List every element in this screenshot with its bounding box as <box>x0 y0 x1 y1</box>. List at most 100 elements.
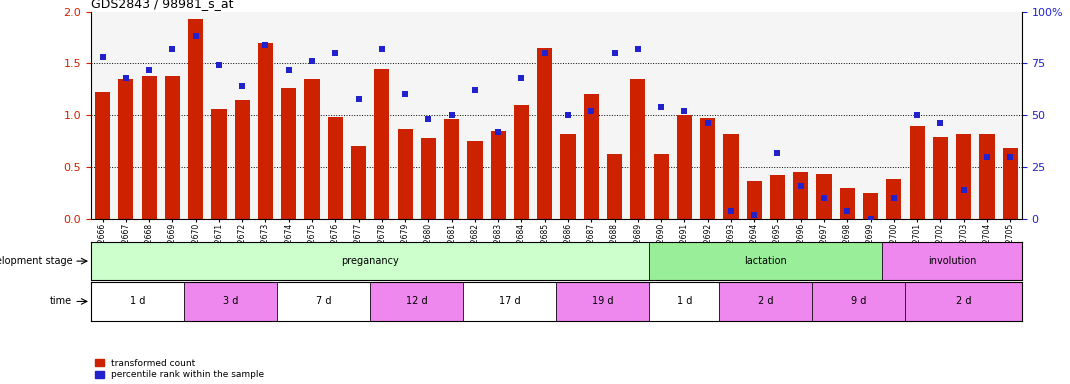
Text: 1 d: 1 d <box>129 296 146 306</box>
Point <box>653 104 670 110</box>
Point <box>373 46 391 52</box>
Point <box>187 33 204 40</box>
Bar <box>747 180 762 219</box>
Bar <box>677 115 692 219</box>
Bar <box>165 76 180 219</box>
Text: 12 d: 12 d <box>406 296 428 306</box>
Text: GDS2843 / 98981_s_at: GDS2843 / 98981_s_at <box>91 0 233 10</box>
Point <box>792 183 809 189</box>
Point <box>606 50 623 56</box>
Bar <box>188 19 203 219</box>
Point <box>350 96 367 102</box>
Text: 2 d: 2 d <box>759 296 774 306</box>
Bar <box>700 118 715 219</box>
Point <box>885 195 902 201</box>
Point <box>978 154 995 160</box>
Point <box>676 108 693 114</box>
Point <box>908 112 926 118</box>
Bar <box>723 134 738 219</box>
Bar <box>444 119 459 219</box>
Point <box>211 62 228 68</box>
Point <box>699 121 716 127</box>
Bar <box>649 242 882 280</box>
Point <box>815 195 832 201</box>
Point <box>233 83 250 89</box>
Point <box>140 66 157 73</box>
Bar <box>654 154 669 219</box>
Bar <box>141 76 156 219</box>
Bar <box>719 282 812 321</box>
Point <box>467 87 484 93</box>
Point <box>560 112 577 118</box>
Bar <box>584 94 599 219</box>
Point <box>583 108 600 114</box>
Bar <box>840 188 855 219</box>
Point <box>326 50 343 56</box>
Point <box>94 54 111 60</box>
Text: 7 d: 7 d <box>316 296 332 306</box>
Bar <box>234 100 249 219</box>
Bar <box>979 134 994 219</box>
Text: time: time <box>50 296 73 306</box>
Point <box>304 58 321 65</box>
Text: 1 d: 1 d <box>676 296 692 306</box>
Text: 9 d: 9 d <box>852 296 867 306</box>
Bar <box>1003 148 1018 219</box>
Bar <box>905 282 1022 321</box>
Text: lactation: lactation <box>745 256 788 266</box>
Point <box>164 46 181 52</box>
Bar <box>327 117 342 219</box>
Text: 3 d: 3 d <box>223 296 239 306</box>
Bar <box>119 79 134 219</box>
Point <box>1002 154 1019 160</box>
Bar <box>630 79 645 219</box>
Point <box>397 91 414 98</box>
Bar <box>886 179 901 219</box>
Point <box>862 216 880 222</box>
Bar <box>793 172 808 219</box>
Text: involution: involution <box>928 256 976 266</box>
Bar <box>863 193 878 219</box>
Bar <box>957 134 972 219</box>
Bar <box>463 282 556 321</box>
Bar <box>277 282 370 321</box>
Bar <box>537 48 552 219</box>
Legend: transformed count, percentile rank within the sample: transformed count, percentile rank withi… <box>95 359 264 379</box>
Bar <box>184 282 277 321</box>
Point <box>443 112 460 118</box>
Text: development stage: development stage <box>0 256 73 266</box>
Point <box>746 212 763 218</box>
Text: preganancy: preganancy <box>341 256 399 266</box>
Bar <box>421 138 435 219</box>
Point <box>722 207 739 214</box>
Bar <box>398 129 413 219</box>
Bar <box>374 68 389 219</box>
Bar <box>816 174 831 219</box>
Point <box>118 75 135 81</box>
Point <box>280 66 297 73</box>
Bar <box>561 134 576 219</box>
Point <box>419 116 437 122</box>
Point <box>932 121 949 127</box>
Bar <box>95 93 110 219</box>
Bar <box>281 88 296 219</box>
Bar <box>305 79 320 219</box>
Text: 19 d: 19 d <box>592 296 614 306</box>
Bar <box>91 242 649 280</box>
Bar <box>556 282 649 321</box>
Point <box>257 41 274 48</box>
Point <box>629 46 646 52</box>
Bar <box>370 282 463 321</box>
Bar <box>514 105 529 219</box>
Bar <box>212 109 227 219</box>
Point <box>490 129 507 135</box>
Point <box>769 149 786 156</box>
Bar <box>258 43 273 219</box>
Point <box>956 187 973 193</box>
Bar <box>649 282 719 321</box>
Bar <box>812 282 905 321</box>
Bar <box>910 126 924 219</box>
Bar <box>607 154 622 219</box>
Text: 2 d: 2 d <box>956 296 972 306</box>
Point <box>536 50 553 56</box>
